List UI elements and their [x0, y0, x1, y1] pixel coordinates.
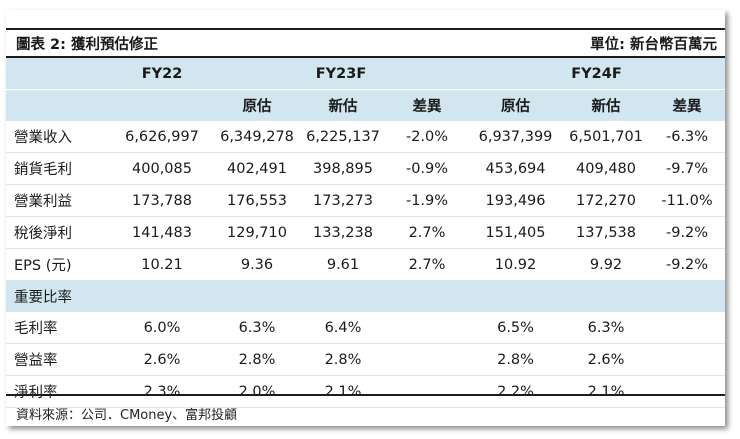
table-cell: 129,710	[214, 216, 300, 249]
table-cell: 6,626,997	[110, 121, 214, 153]
table-cell	[386, 375, 469, 408]
table-cell: 6,349,278	[214, 121, 300, 153]
table-cell: 151,405	[468, 216, 564, 249]
period-fy23f: FY23F	[214, 58, 469, 90]
table-cell: 2.2%	[468, 375, 564, 408]
row-label: 淨利率	[6, 375, 110, 408]
subheader-new: 新估	[300, 89, 386, 121]
table-cell: 173,273	[300, 184, 386, 217]
table-cell: 172,270	[563, 184, 650, 217]
row-label: EPS (元)	[6, 248, 110, 281]
table-cell: 2.8%	[468, 343, 564, 376]
table-cell: 176,553	[214, 184, 300, 217]
table-cell	[649, 375, 726, 408]
table-cell: 2.7%	[386, 216, 469, 249]
table-cell: 2.6%	[110, 343, 214, 376]
table-cell: 193,496	[468, 184, 564, 217]
table-cell: 6.3%	[214, 312, 300, 344]
table-cell: 2.0%	[214, 375, 300, 408]
table-cell: 402,491	[214, 152, 300, 185]
period-fy24f: FY24F	[468, 58, 726, 90]
table-cell: 10.21	[110, 248, 214, 281]
table-row: 稅後淨利 141,483 129,710 133,238 2.7% 151,405 137,…	[6, 216, 726, 249]
table-row: 營業收入 6,626,997 6,349,278 6,225,137 -2.0% 6,93…	[6, 121, 726, 153]
table-cell: -1.9%	[386, 184, 469, 217]
subheader-original: 原估	[214, 89, 300, 121]
table-cell: 400,085	[110, 152, 214, 185]
row-label: 營業收入	[6, 121, 110, 153]
table-cell: 398,895	[300, 152, 386, 185]
header-blank	[6, 89, 110, 121]
row-label: 營益率	[6, 343, 110, 376]
title-bar: 圖表 2: 獲利預估修正 單位: 新台幣百萬元	[6, 28, 725, 58]
table-cell: 6,937,399	[468, 121, 564, 153]
subheader-new: 新估	[563, 89, 650, 121]
ratio-row: 淨利率 2.3% 2.0% 2.1% 2.2% 2.1%	[6, 375, 726, 408]
table-cell: -6.3%	[649, 121, 726, 153]
period-fy22: FY22	[110, 58, 214, 90]
table-cell: 173,788	[110, 184, 214, 217]
table-cell	[386, 312, 469, 344]
table-cell	[649, 343, 726, 376]
table-cell: 2.8%	[214, 343, 300, 376]
row-label: 銷貨毛利	[6, 152, 110, 185]
table-cell	[386, 343, 469, 376]
ratio-row: 毛利率 6.0% 6.3% 6.4% 6.5% 6.3%	[6, 312, 726, 344]
bottom-rule	[6, 394, 725, 396]
row-label: 營業利益	[6, 184, 110, 217]
table-cell: -9.7%	[649, 152, 726, 185]
table-cell: -11.0%	[649, 184, 726, 217]
table-cell: 133,238	[300, 216, 386, 249]
table-cell: 2.7%	[386, 248, 469, 281]
header-blank	[110, 89, 214, 121]
source-note: 資料來源：公司．CMoney、富邦投顧	[16, 408, 238, 423]
table-cell: 9.61	[300, 248, 386, 281]
table-cell	[649, 312, 726, 344]
table-cell: 137,538	[563, 216, 650, 249]
table-cell: 453,694	[468, 152, 564, 185]
period-header-row: FY22 FY23F FY24F	[6, 58, 726, 90]
table-title: 圖表 2: 獲利預估修正	[16, 36, 158, 53]
table-cell: 409,480	[563, 152, 650, 185]
ratio-row: 營益率 2.6% 2.8% 2.8% 2.8% 2.6%	[6, 343, 726, 376]
table-cell: 6,501,701	[563, 121, 650, 153]
row-label: 毛利率	[6, 312, 110, 344]
table-cell: 10.92	[468, 248, 564, 281]
earnings-table: FY22 FY23F FY24F 原估 新估 差異 原估 新估 差異 營業收入 6…	[6, 58, 726, 408]
subheader-diff: 差異	[386, 89, 469, 121]
earnings-revision-table-card: 圖表 2: 獲利預估修正 單位: 新台幣百萬元 FY22 FY23F FY24F…	[6, 10, 726, 426]
table-row: EPS (元) 10.21 9.36 9.61 2.7% 10.92 9.92 -9.2%	[6, 248, 726, 281]
table-cell: 2.1%	[300, 375, 386, 408]
table-row: 銷貨毛利 400,085 402,491 398,895 -0.9% 453,694 409…	[6, 152, 726, 185]
table-cell: 2.1%	[563, 375, 650, 408]
subheader-diff: 差異	[649, 89, 726, 121]
table-cell: 2.6%	[563, 343, 650, 376]
table-cell: 6.5%	[468, 312, 564, 344]
table-cell: 2.3%	[110, 375, 214, 408]
table-cell: 141,483	[110, 216, 214, 249]
table-cell: 9.36	[214, 248, 300, 281]
section-header-row: 重要比率	[6, 280, 726, 312]
table-cell: -0.9%	[386, 152, 469, 185]
subheader-original: 原估	[468, 89, 564, 121]
table-cell: 6.3%	[563, 312, 650, 344]
table-cell: -2.0%	[386, 121, 469, 153]
table-cell: 6.0%	[110, 312, 214, 344]
table-cell: 6,225,137	[300, 121, 386, 153]
header-blank	[6, 58, 110, 90]
table-cell: 6.4%	[300, 312, 386, 344]
subheader-row: 原估 新估 差異 原估 新估 差異	[6, 89, 726, 121]
unit-label: 單位: 新台幣百萬元	[590, 36, 717, 53]
table-cell: -9.2%	[649, 248, 726, 281]
table-cell: 2.8%	[300, 343, 386, 376]
table-cell: -9.2%	[649, 216, 726, 249]
table-cell: 9.92	[563, 248, 650, 281]
table-row: 營業利益 173,788 176,553 173,273 -1.9% 193,496 172…	[6, 184, 726, 217]
ratio-section-label: 重要比率	[6, 280, 726, 312]
row-label: 稅後淨利	[6, 216, 110, 249]
